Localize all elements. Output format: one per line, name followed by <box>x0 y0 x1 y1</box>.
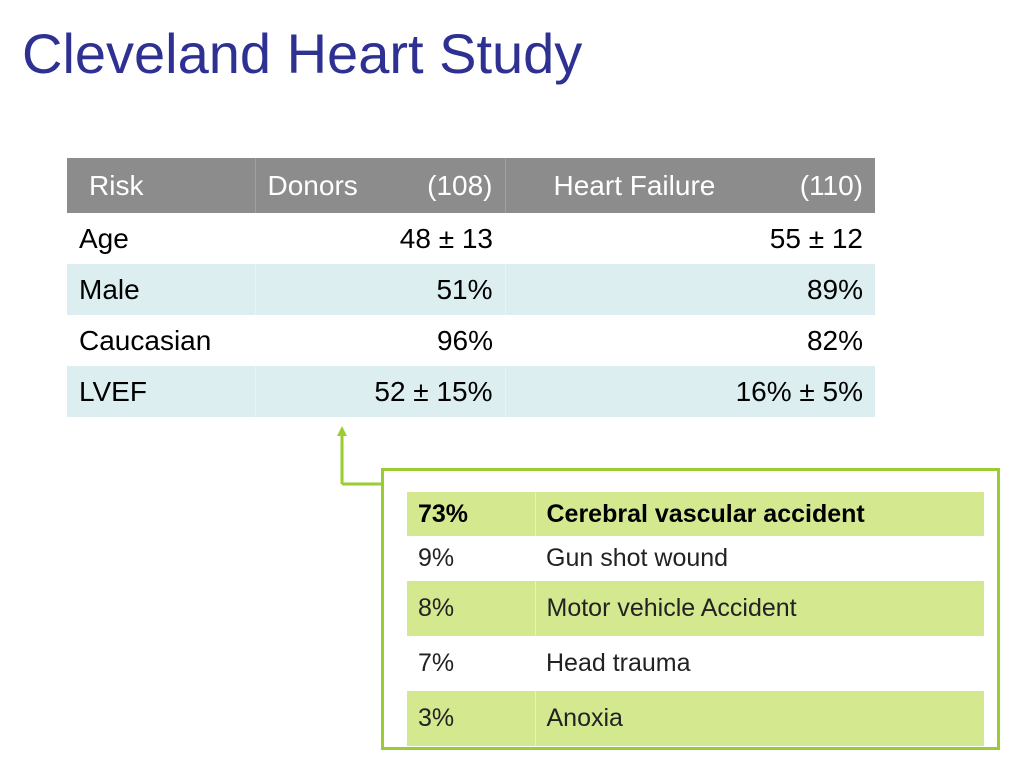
row-label: Age <box>67 213 255 264</box>
list-item: 9% Gun shot wound <box>407 536 984 581</box>
cause-label: Head trauma <box>535 636 984 691</box>
row-label: Male <box>67 264 255 315</box>
risk-table: Risk Donors (108) Heart Failure (110) Ag… <box>67 158 875 417</box>
donors-value: 52 ± 15% <box>254 366 505 417</box>
table-row: Male 51% 89% <box>67 264 875 315</box>
donors-value: 51% <box>254 264 505 315</box>
cause-percent: 73% <box>407 492 535 536</box>
cause-label: Motor vehicle Accident <box>534 581 984 636</box>
cause-percent: 3% <box>407 691 535 746</box>
cause-label: Anoxia <box>534 691 984 746</box>
cause-label: Cerebral vascular accident <box>534 492 984 536</box>
risk-table-header: Risk Donors (108) Heart Failure (110) <box>67 158 875 213</box>
cause-percent: 8% <box>407 581 535 636</box>
slide-title: Cleveland Heart Study <box>22 22 583 85</box>
list-item: 7% Head trauma <box>407 636 984 691</box>
header-donors: Donors (108) <box>255 158 506 213</box>
table-row: Caucasian 96% 82% <box>67 315 875 366</box>
table-row: Age 48 ± 13 55 ± 12 <box>67 213 875 264</box>
header-hf-label: Heart Failure <box>553 169 716 201</box>
header-risk: Risk <box>67 158 256 213</box>
header-heart-failure: Heart Failure (110) <box>505 158 875 213</box>
cause-percent: 9% <box>407 536 535 581</box>
hf-value: 82% <box>505 315 875 366</box>
donors-value: 96% <box>255 315 505 366</box>
header-donors-label: Donors <box>267 169 358 201</box>
donors-value: 48 ± 13 <box>255 213 505 264</box>
hf-value: 55 ± 12 <box>505 213 875 264</box>
row-label: Caucasian <box>67 315 255 366</box>
header-hf-count: (110) <box>799 169 863 201</box>
list-item: 3% Anoxia <box>407 691 984 746</box>
connector-arrow <box>337 426 382 486</box>
list-item: 73% Cerebral vascular accident <box>407 492 984 536</box>
header-donors-count: (108) <box>427 169 493 201</box>
row-label: LVEF <box>67 366 255 417</box>
causes-table: 73% Cerebral vascular accident 9% Gun sh… <box>407 492 984 746</box>
cause-label: Gun shot wound <box>535 536 984 581</box>
table-row: LVEF 52 ± 15% 16% ± 5% <box>67 366 875 417</box>
list-item: 8% Motor vehicle Accident <box>407 581 984 636</box>
hf-value: 89% <box>504 264 875 315</box>
cause-percent: 7% <box>407 636 535 691</box>
hf-value: 16% ± 5% <box>504 366 875 417</box>
